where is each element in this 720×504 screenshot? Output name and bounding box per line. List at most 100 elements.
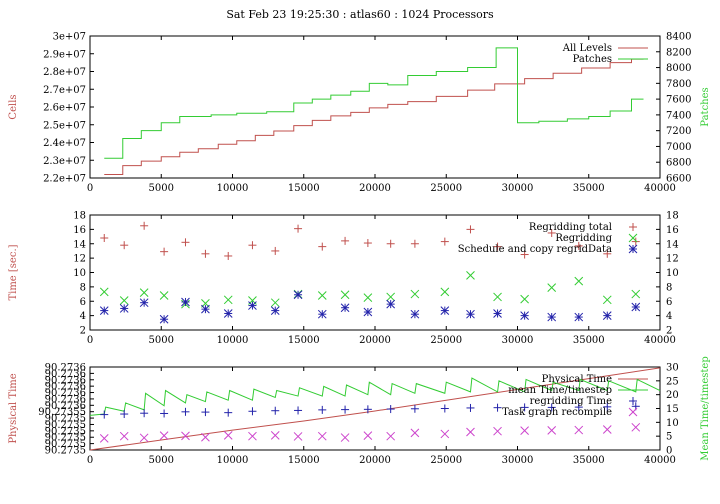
legend-label: Regridding xyxy=(555,233,612,244)
y2-tick-label: 14 xyxy=(666,239,679,250)
x-tick-label: 15000 xyxy=(288,335,320,346)
series-regridding-point-d2 xyxy=(119,296,129,305)
legend-label: All Levels xyxy=(562,43,612,54)
x-tick-label: 0 xyxy=(87,183,93,194)
y2-tick-label: 6800 xyxy=(666,158,691,169)
series-schedule-and-copy-regriddata-point-d2 xyxy=(99,306,109,315)
series-schedule-and-copy-regriddata-point-d2 xyxy=(574,312,584,322)
x-tick-label: 30000 xyxy=(502,455,534,466)
y2-tick-label: 10 xyxy=(666,268,679,279)
legend-marker-d2 xyxy=(628,244,638,254)
series-task-graph-recompile-point-d2 xyxy=(270,430,280,440)
series-task-graph-recompile-point-d2 xyxy=(99,434,109,443)
y-tick-label: 90.2735 xyxy=(45,426,86,437)
x-tick-label: 15000 xyxy=(288,183,320,194)
legend-label: Physical Time xyxy=(542,374,612,385)
y-tick-label: 2.9e+07 xyxy=(43,49,86,60)
y-tick-label: 90.2735 xyxy=(45,433,86,444)
x-tick-label: 10000 xyxy=(217,455,249,466)
legend-label: Task graph recompile xyxy=(502,407,612,418)
series-schedule-and-copy-regriddata-point-d2 xyxy=(520,311,529,320)
y-tick-label: 2.6e+07 xyxy=(43,103,86,114)
series-task-graph-recompile-point-d2 xyxy=(493,426,502,436)
y2-tick-label: 6600 xyxy=(666,174,691,185)
x-tick-label: 5000 xyxy=(149,335,174,346)
x-tick-label: 5000 xyxy=(149,183,174,194)
x-tick-label: 35000 xyxy=(573,183,605,194)
series-schedule-and-copy-regriddata-point-d2 xyxy=(139,298,149,308)
x-tick-label: 10000 xyxy=(217,183,249,194)
x-tick-label: 20000 xyxy=(359,335,391,346)
series-schedule-and-copy-regriddata-point-d2 xyxy=(119,304,129,313)
series-regridding-point-d2 xyxy=(363,293,373,303)
legend-label: regridding Time xyxy=(530,396,612,407)
series-schedule-and-copy-regriddata-point-d2 xyxy=(223,309,233,318)
y2-tick-label: 16 xyxy=(666,225,679,236)
y-tick-label: 14 xyxy=(73,239,86,250)
x-tick-label: 20000 xyxy=(359,183,391,194)
series-regridding-point-d2 xyxy=(466,271,475,280)
x-tick-label: 35000 xyxy=(573,335,605,346)
y-tick-label: 90.2735 xyxy=(45,439,86,450)
legend-marker-d2 xyxy=(628,233,638,243)
y2-tick-label: 15 xyxy=(666,404,679,415)
x-tick-label: 20000 xyxy=(359,455,391,466)
series-regridding-point-d2 xyxy=(602,295,612,305)
y-tick-label: 2.4e+07 xyxy=(43,138,86,149)
y2-tick-label: 8200 xyxy=(666,47,691,58)
y-tick-label: 90.2736 xyxy=(45,375,86,386)
series-schedule-and-copy-regriddata-point-d2 xyxy=(493,309,502,318)
series-regridding-point-d2 xyxy=(493,292,502,302)
y-tick-label: 3e+07 xyxy=(53,32,86,43)
series-regridding-point-d2 xyxy=(340,290,350,300)
legend-label: Schedule and copy regridData xyxy=(458,244,612,255)
y2-tick-label: 8400 xyxy=(666,32,691,43)
series-task-graph-recompile-point-d2 xyxy=(119,431,129,441)
x-tick-label: 40000 xyxy=(644,455,676,466)
series-regridding-point-d2 xyxy=(139,288,149,297)
x-tick-label: 30000 xyxy=(502,183,534,194)
x-tick-label: 25000 xyxy=(430,183,462,194)
series-regridding-point-d2 xyxy=(223,295,233,305)
series-regridding-point-d2 xyxy=(574,276,584,286)
y2-tick-label: 20 xyxy=(666,390,679,401)
series-schedule-and-copy-regriddata-point-d2 xyxy=(270,306,280,315)
series-task-graph-recompile-point-d2 xyxy=(248,431,257,441)
y-tick-label: 2.3e+07 xyxy=(43,156,86,167)
y2-tick-label: 25 xyxy=(666,376,679,387)
y-tick-label: 2.7e+07 xyxy=(43,85,86,96)
series-schedule-and-copy-regriddata-point-d2 xyxy=(181,297,190,307)
y2-tick-label: 7200 xyxy=(666,126,691,137)
series-schedule-and-copy-regriddata-point-d2 xyxy=(602,311,612,320)
y2-tick-label: 2 xyxy=(666,326,672,337)
y-tick-label: 6 xyxy=(80,297,86,308)
series-all-levels-line xyxy=(104,58,644,175)
y-tick-label: 4 xyxy=(80,311,86,322)
y2-tick-label: 5 xyxy=(666,432,672,443)
y-axis-label: Cells xyxy=(8,94,19,119)
y-tick-label: 90.2735 xyxy=(45,446,86,457)
x-tick-label: 35000 xyxy=(573,455,605,466)
series-schedule-and-copy-regriddata-point-d2 xyxy=(340,303,350,313)
series-patches-line xyxy=(104,47,644,159)
series-mean-time-timestep-line xyxy=(89,377,661,416)
y2-tick-label: 7400 xyxy=(666,110,691,121)
series-schedule-and-copy-regriddata-point-d2 xyxy=(201,304,210,314)
series-task-graph-recompile-point-d2 xyxy=(317,431,327,441)
series-regridding-point-d2 xyxy=(547,283,557,292)
series-task-graph-recompile-point-d2 xyxy=(201,432,210,442)
x-tick-label: 0 xyxy=(87,335,93,346)
y2-axis-label: Patches xyxy=(700,87,711,126)
series-task-graph-recompile-point-d2 xyxy=(440,429,450,439)
y2-tick-label: 10 xyxy=(666,418,679,429)
x-tick-label: 25000 xyxy=(430,335,462,346)
series-task-graph-recompile-point-d2 xyxy=(547,426,557,435)
y-tick-label: 90.2736 xyxy=(45,363,86,374)
x-tick-label: 40000 xyxy=(644,183,676,194)
series-task-graph-recompile-point-d2 xyxy=(602,425,612,434)
legend-marker-d2 xyxy=(628,407,638,417)
legend-label: mean Time/timestep xyxy=(508,385,612,396)
series-task-graph-recompile-point-d2 xyxy=(386,431,396,441)
series-task-graph-recompile-point-d2 xyxy=(574,425,584,435)
